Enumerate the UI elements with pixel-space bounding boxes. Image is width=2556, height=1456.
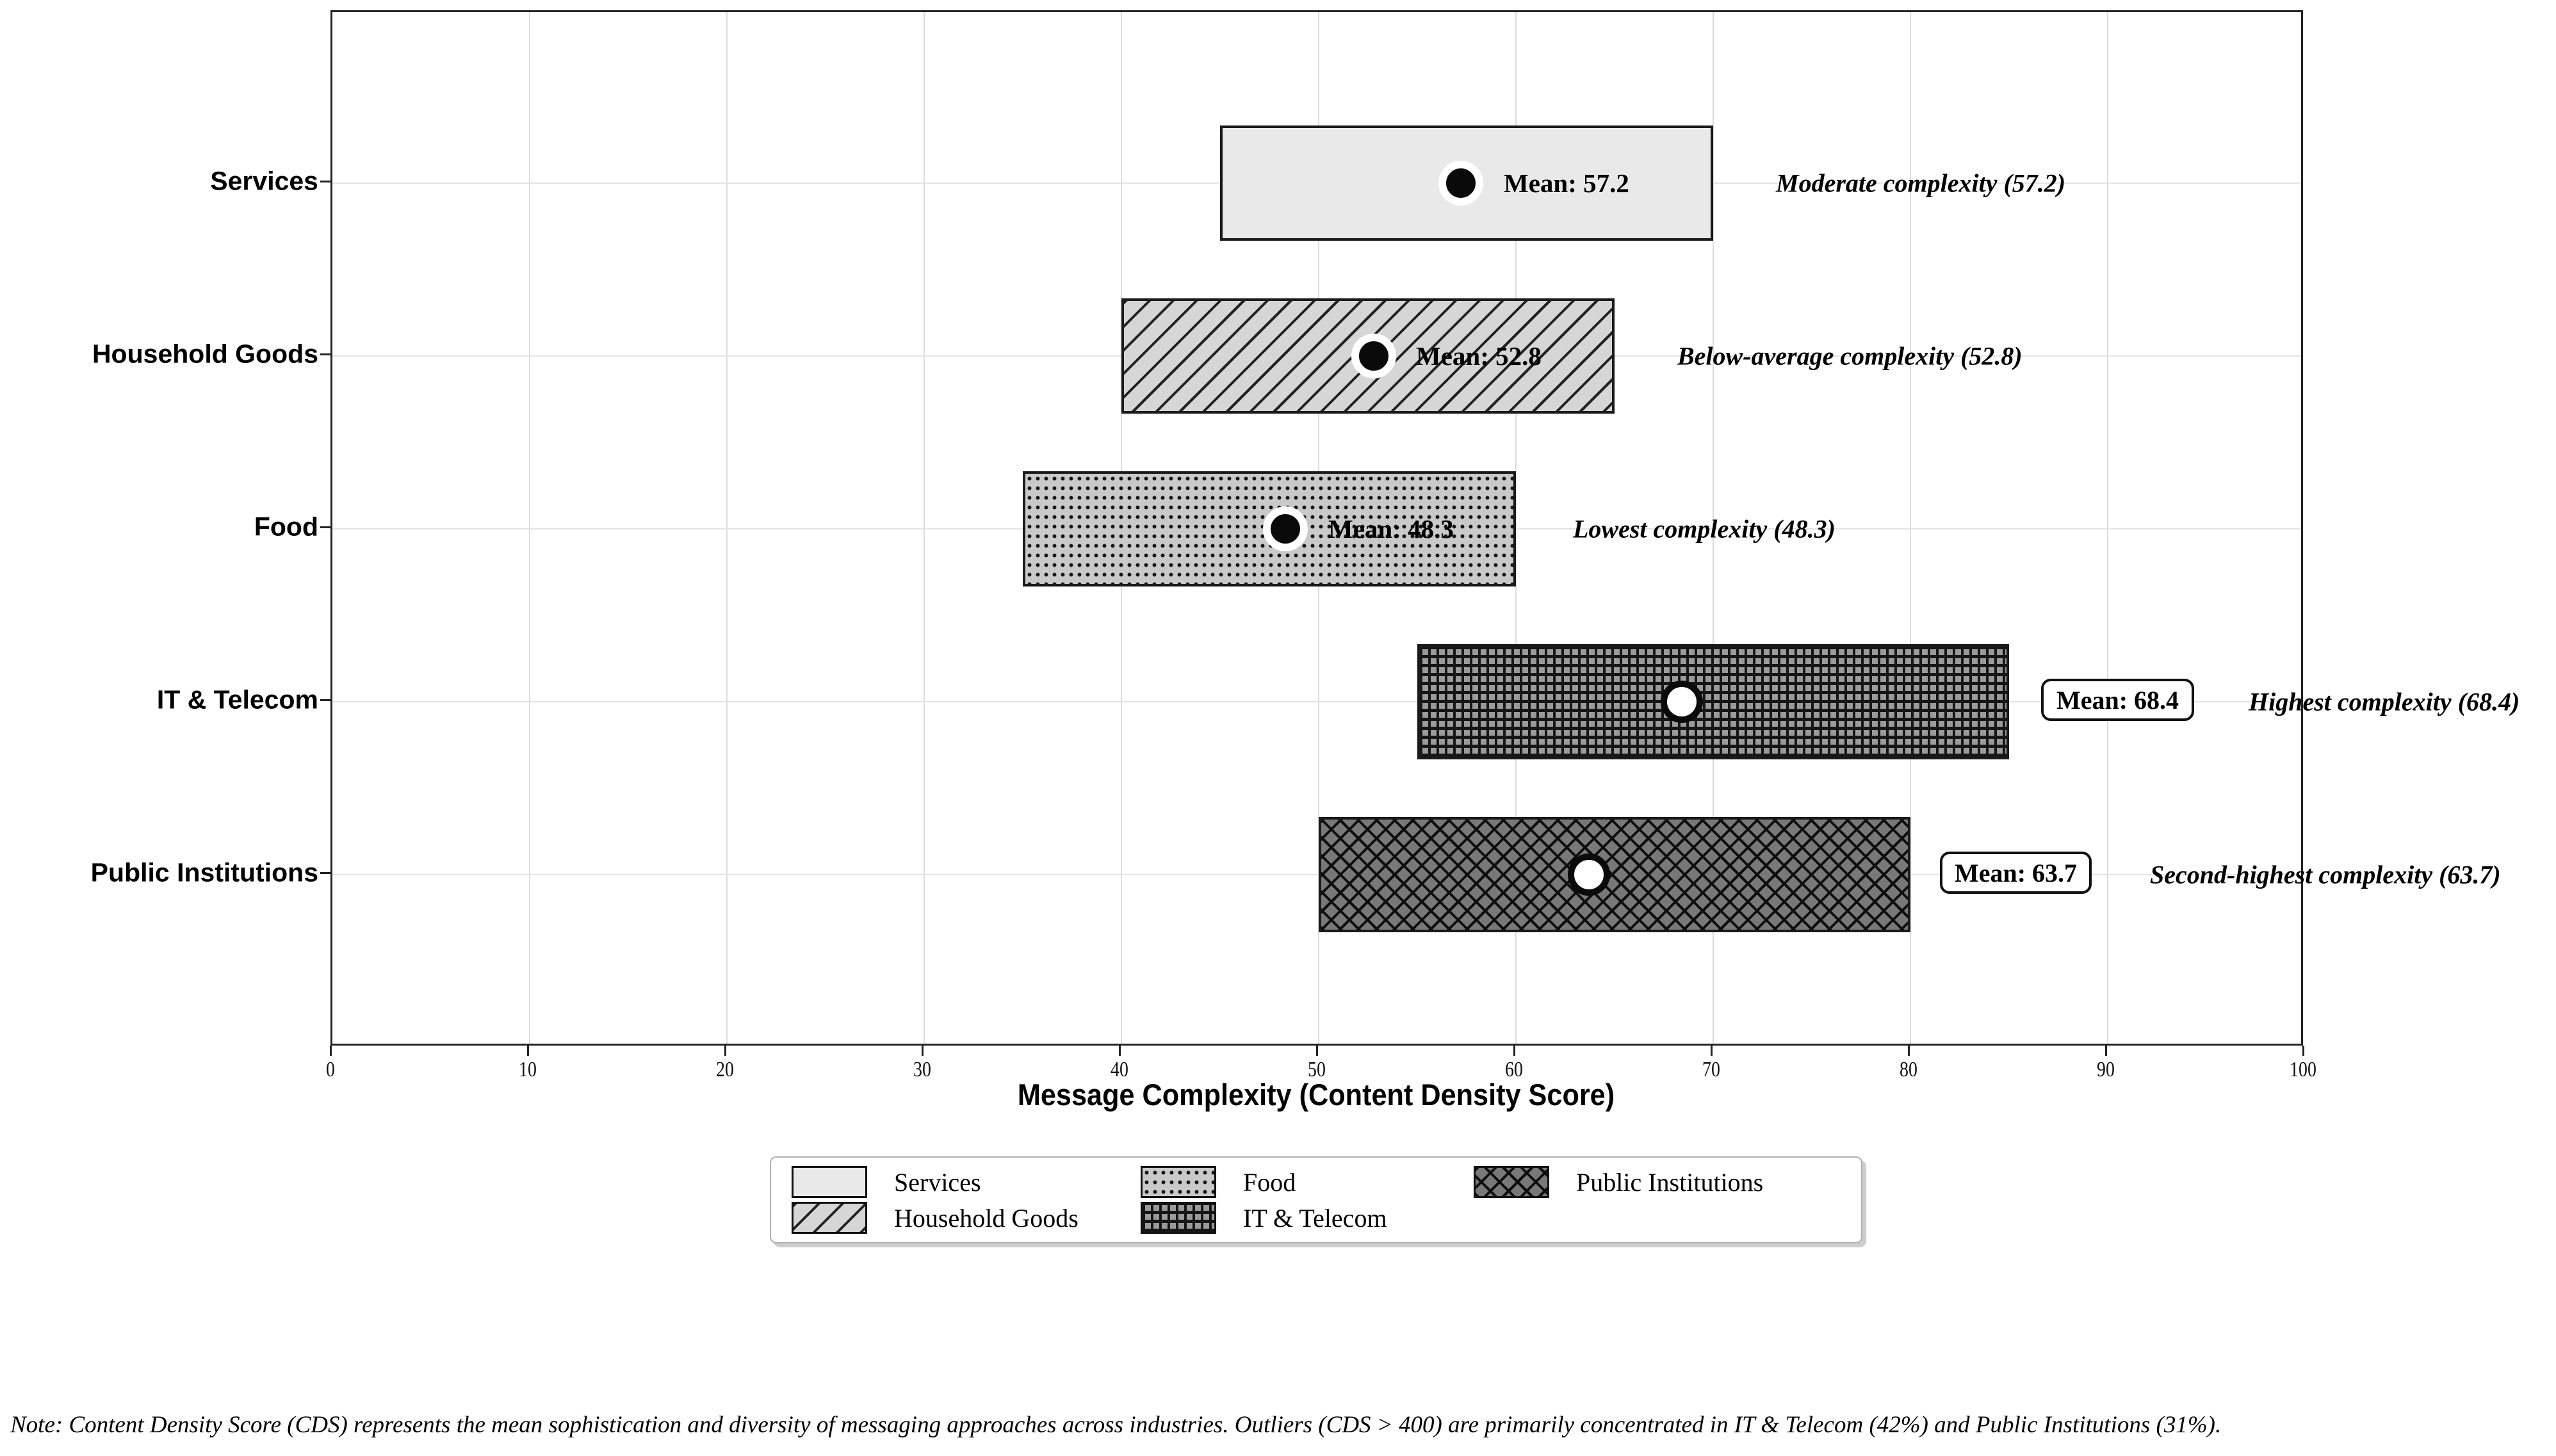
x-tick-label: 70 xyxy=(1702,1058,1720,1081)
legend-label: Food xyxy=(1243,1167,1296,1197)
legend-item-it: IT & Telecom xyxy=(1141,1202,1474,1234)
plot-area: Mean: 57.2 Mean: 52.8 Mean: 48.3 Mean: 6… xyxy=(330,10,2519,1046)
legend-label: Services xyxy=(894,1167,981,1197)
gridline xyxy=(529,12,530,1044)
mean-marker-it xyxy=(1661,681,1703,723)
x-tick xyxy=(922,1046,924,1056)
x-tick-label: 40 xyxy=(1111,1058,1128,1081)
x-tick xyxy=(1908,1046,1910,1056)
gridline xyxy=(1910,12,1911,1044)
y-tick xyxy=(320,353,330,355)
mean-label-box-public: Mean: 63.7 xyxy=(1940,852,2092,894)
legend-swatch-it xyxy=(1141,1202,1216,1234)
x-tick xyxy=(527,1046,529,1056)
x-tick xyxy=(330,1046,332,1056)
x-tick-label: 90 xyxy=(2097,1058,2115,1081)
legend-swatch-household xyxy=(792,1202,867,1234)
mean-marker-household xyxy=(1351,334,1396,378)
x-tick-label: 60 xyxy=(1505,1058,1523,1081)
legend-swatch-food xyxy=(1141,1166,1216,1198)
x-tick-label: 20 xyxy=(716,1058,734,1081)
legend-item-household: Household Goods xyxy=(792,1202,1141,1234)
y-tick xyxy=(320,181,330,182)
range-bar-it xyxy=(1417,644,2009,759)
x-tick-label: 30 xyxy=(913,1058,931,1081)
annotation-food: Lowest complexity (48.3) xyxy=(1573,514,1836,544)
x-tick-label: 10 xyxy=(519,1058,537,1081)
legend-label: IT & Telecom xyxy=(1243,1203,1387,1233)
legend-item-services: Services xyxy=(792,1166,1141,1198)
y-tick xyxy=(320,872,330,874)
gridline xyxy=(332,701,2301,702)
footnote: Note: Content Density Score (CDS) repres… xyxy=(10,1412,2222,1438)
x-tick xyxy=(724,1046,726,1056)
gridline xyxy=(1515,12,1517,1044)
gridline xyxy=(2107,12,2108,1044)
range-bar-food xyxy=(1023,471,1516,586)
legend: Services Food Public Institutions Househ… xyxy=(770,1156,1862,1243)
y-tick xyxy=(320,699,330,701)
mean-label-household: Mean: 52.8 xyxy=(1416,341,1542,371)
mean-label-box-it: Mean: 68.4 xyxy=(2041,679,2194,721)
legend-item-food: Food xyxy=(1141,1166,1474,1198)
annotation-public: Second-highest complexity (63.7) xyxy=(2150,860,2501,889)
x-tick xyxy=(1711,1046,1713,1056)
mean-label-food: Mean: 48.3 xyxy=(1328,514,1454,544)
gridline xyxy=(1713,12,1714,1044)
mean-marker-services xyxy=(1438,161,1483,206)
x-tick xyxy=(2105,1046,2107,1056)
mean-label-services: Mean: 57.2 xyxy=(1504,168,1629,198)
legend-swatch-services xyxy=(792,1166,867,1198)
x-tick-label: 0 xyxy=(326,1058,335,1081)
legend-label: Public Institutions xyxy=(1576,1167,1764,1197)
gridline xyxy=(924,12,925,1044)
x-tick-label: 80 xyxy=(1900,1058,1917,1081)
legend-item-public: Public Institutions xyxy=(1474,1166,1861,1198)
gridline xyxy=(726,12,728,1044)
y-label-services: Services xyxy=(210,166,318,196)
y-label-public: Public Institutions xyxy=(90,857,318,887)
x-tick xyxy=(1119,1046,1121,1056)
gridline xyxy=(332,874,2301,875)
y-label-household: Household Goods xyxy=(92,339,318,369)
x-tick-label: 50 xyxy=(1308,1058,1326,1081)
y-tick xyxy=(320,526,330,528)
mean-marker-public xyxy=(1568,853,1610,896)
annotation-it: Highest complexity (68.4) xyxy=(2249,687,2520,716)
y-label-food: Food xyxy=(254,512,318,542)
x-tick xyxy=(1316,1046,1318,1056)
y-label-it: IT & Telecom xyxy=(156,684,318,715)
annotation-household: Below-average complexity (52.8) xyxy=(1677,341,2023,371)
x-axis-title: Message Complexity (Content Density Scor… xyxy=(1017,1078,1615,1112)
legend-swatch-public xyxy=(1474,1166,1549,1198)
x-tick xyxy=(2302,1046,2304,1056)
mean-marker-food xyxy=(1263,506,1308,551)
range-bar-public xyxy=(1319,817,1910,932)
x-tick xyxy=(1513,1046,1515,1056)
annotation-services: Moderate complexity (57.2) xyxy=(1776,168,2066,198)
legend-label: Household Goods xyxy=(894,1203,1079,1233)
x-tick-label: 100 xyxy=(2290,1058,2316,1081)
